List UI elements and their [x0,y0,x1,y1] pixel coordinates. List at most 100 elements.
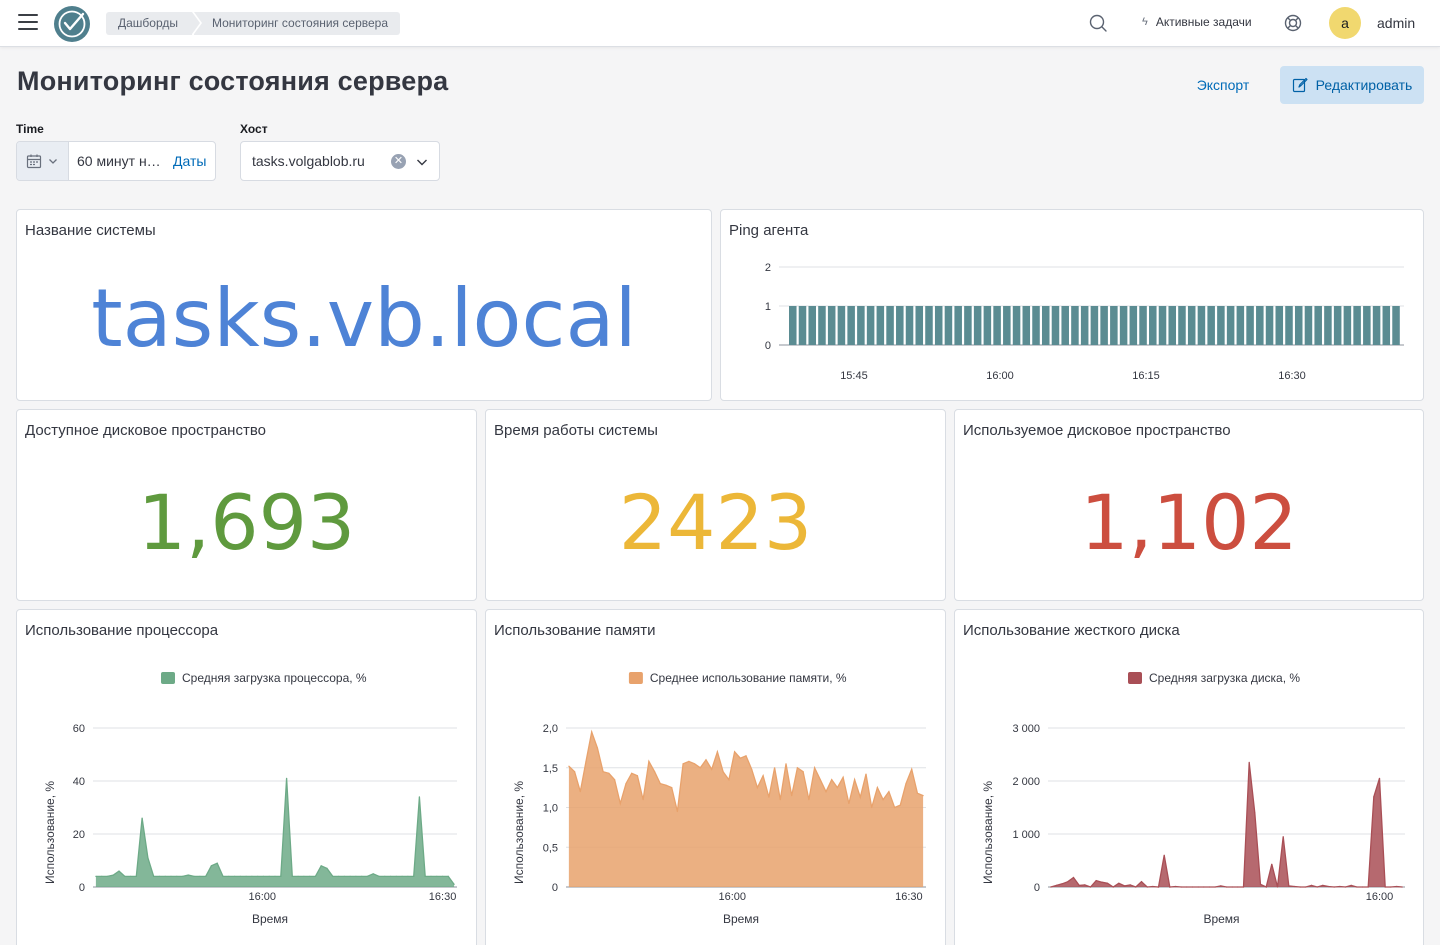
system-name-value: tasks.vb.local [91,272,637,365]
cpu-data-point [291,875,293,877]
search-icon[interactable] [1089,14,1107,32]
memory-data-point [899,804,901,806]
cpu-data-point [407,875,409,877]
cpu-data-point [286,777,288,779]
disk_io-data-point [1378,777,1381,779]
cpu-data-point [187,874,189,876]
export-button[interactable]: Экспорт [1196,77,1250,93]
cpu-data-point [106,875,108,877]
clear-icon[interactable]: ✕ [391,154,406,169]
memory-data-point [579,791,581,793]
logo-icon[interactable] [53,5,91,43]
cpu-data-point [349,875,351,877]
cpu-data-point [130,875,132,877]
disk_io-data-point [1112,886,1114,888]
memory-data-point [865,773,867,775]
disk_io-data-point [1265,886,1267,888]
memory-data-point [768,796,770,798]
memory-data-point [756,787,758,789]
cpu-data-point [141,817,143,819]
ping-bar [973,306,982,345]
host-select[interactable]: tasks.volgablob.ru ✕ [240,141,440,181]
time-range-value[interactable]: 60 минут назад → сейчас [77,153,167,169]
username[interactable]: admin [1377,15,1416,31]
active-tasks-button[interactable]: ϟ Активные задачи [1142,15,1252,29]
disk_io-data-point [1231,886,1233,888]
memory-data-point [705,759,707,761]
disk_io-data-point [1248,761,1250,763]
disk_io-data-point [1157,886,1160,888]
top-bar: Дашборды Мониторинг состояния сервера ϟ … [0,0,1440,47]
help-lifebuoy-icon[interactable] [1284,14,1302,32]
memory-data-point [711,768,713,770]
memory-data-point [619,802,621,805]
memory-data-point [774,767,776,769]
memory-data-point [808,799,810,801]
memory-data-point [722,771,724,773]
ping-bar [915,306,924,345]
disk_io-data-point [1095,880,1097,882]
ping-bar [1080,306,1089,345]
breadcrumb-dashboards[interactable]: Дашборды [106,12,200,35]
show-dates-link[interactable]: Даты [173,153,207,169]
cpu-data-point [338,875,340,877]
ping-bar [1304,306,1313,345]
menu-icon[interactable] [18,14,38,32]
disk_io-data-point [1129,884,1131,886]
x-tick-label: 16:00 [986,370,1014,382]
uptime-value: 2423 [618,478,813,567]
avatar[interactable]: a [1329,7,1361,39]
memory-data-point [676,810,678,813]
disk_io-data-point [1180,886,1182,888]
free-disk-panel: Доступное дисковое пространство 1,693 [16,409,477,601]
chevron-down-icon[interactable] [415,155,429,169]
used-disk-panel: Используемое дисковое пространство 1,102 [954,409,1424,601]
edit-button[interactable]: Редактировать [1280,66,1424,104]
disk_io-data-point [1089,886,1092,888]
cpu-data-point [222,875,224,877]
ping-bar [1226,306,1235,345]
memory-data-point [842,776,844,778]
legend-label: Среднее использование памяти, % [650,671,847,685]
legend-label: Средняя загрузка процессора, % [182,671,367,685]
x-tick-label: 16:00 [249,891,277,903]
cpu-data-point [274,875,276,877]
disk_io-data-point [1282,836,1284,838]
memory-data-point [894,806,896,809]
ping-bar [789,306,797,345]
ping-bar [808,306,816,345]
cpu-data-point [245,875,247,877]
chevron-down-icon [49,159,57,164]
ping-bar [1197,306,1206,345]
ping-bar [1051,306,1060,345]
memory-data-point [574,771,576,773]
memory-data-point [911,768,913,770]
disk_io-data-point [1152,885,1154,888]
disk_io-data-point [1310,884,1313,886]
quick-select-button[interactable] [17,142,69,180]
breadcrumb-current[interactable]: Мониторинг состояния сервера [194,12,400,35]
ping-bar [1382,306,1391,345]
memory-data-point [625,783,627,785]
ping-bar [944,306,953,345]
memory-data-point [734,751,736,753]
cpu-panel: Использование процессора 0 20 40 60 16:00 16:… [16,609,477,945]
panel-title: Использование процессора [25,622,219,639]
cpu-data-point [210,865,212,867]
y-tick-label: 0 [765,340,771,352]
y-tick-label: 20 [73,829,85,841]
cpu-data-point [366,875,368,877]
ping-bar [896,306,904,345]
cpu-data-point [326,867,328,869]
y-axis-title: Использование, % [43,781,57,884]
memory-data-point [716,751,718,753]
time-label: Time [16,122,44,136]
panel-title: Ping агента [729,222,809,239]
disk_io-data-point [1135,886,1137,888]
memory-data-point [779,799,781,801]
y-tick-label: 0,5 [543,842,558,854]
memory-data-point [694,763,696,765]
y-tick-label: 2 000 [1012,776,1040,788]
ping-bar [993,306,1001,345]
cpu-data-point [280,875,282,877]
